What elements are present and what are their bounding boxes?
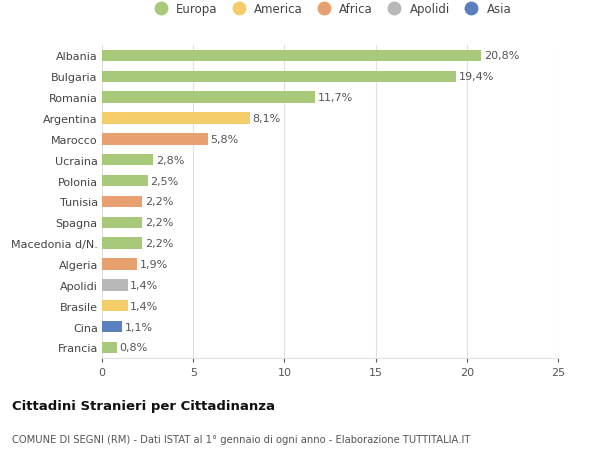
Bar: [102, 196, 142, 207]
Text: 2,2%: 2,2%: [145, 197, 173, 207]
Legend: Europa, America, Africa, Apolidi, Asia: Europa, America, Africa, Apolidi, Asia: [149, 3, 511, 17]
Text: 1,1%: 1,1%: [125, 322, 153, 332]
Bar: [102, 342, 116, 353]
Text: Cittadini Stranieri per Cittadinanza: Cittadini Stranieri per Cittadinanza: [12, 399, 275, 412]
Bar: [102, 155, 153, 166]
Bar: [102, 300, 128, 312]
Bar: [102, 238, 142, 249]
Text: 2,2%: 2,2%: [145, 239, 173, 249]
Text: 2,8%: 2,8%: [156, 155, 184, 165]
Bar: [102, 175, 148, 187]
Bar: [102, 217, 142, 229]
Text: 2,2%: 2,2%: [145, 218, 173, 228]
Text: 0,8%: 0,8%: [119, 342, 148, 353]
Bar: [102, 92, 316, 104]
Text: 1,4%: 1,4%: [130, 301, 158, 311]
Text: 2,5%: 2,5%: [151, 176, 179, 186]
Text: 5,8%: 5,8%: [211, 134, 239, 145]
Text: 20,8%: 20,8%: [484, 51, 520, 62]
Bar: [102, 50, 481, 62]
Text: 8,1%: 8,1%: [253, 114, 281, 124]
Text: 19,4%: 19,4%: [458, 72, 494, 82]
Bar: [102, 113, 250, 124]
Text: 1,4%: 1,4%: [130, 280, 158, 290]
Text: COMUNE DI SEGNI (RM) - Dati ISTAT al 1° gennaio di ogni anno - Elaborazione TUTT: COMUNE DI SEGNI (RM) - Dati ISTAT al 1° …: [12, 434, 470, 444]
Bar: [102, 259, 137, 270]
Bar: [102, 72, 456, 83]
Bar: [102, 280, 128, 291]
Text: 11,7%: 11,7%: [318, 93, 353, 103]
Bar: [102, 134, 208, 145]
Bar: [102, 321, 122, 332]
Text: 1,9%: 1,9%: [139, 259, 167, 269]
